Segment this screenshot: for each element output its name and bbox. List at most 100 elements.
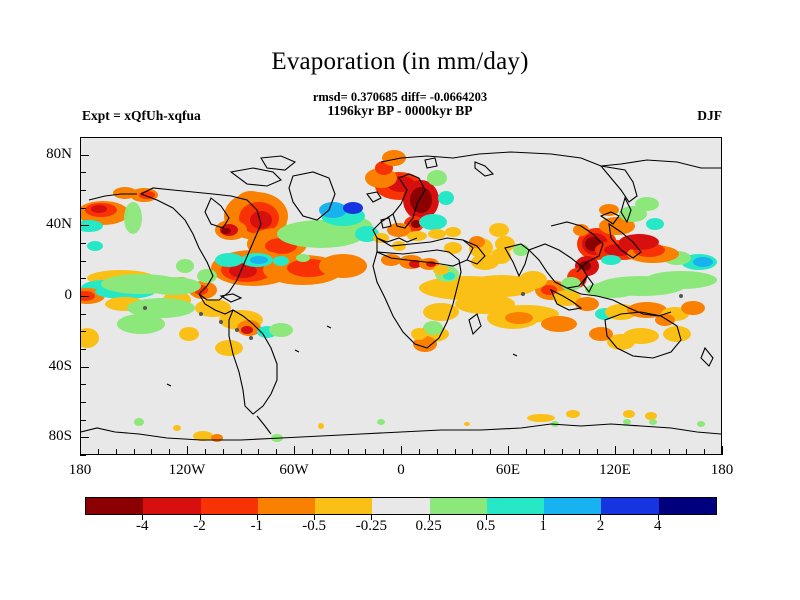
x-tick bbox=[633, 449, 634, 455]
y-tick-label: 80N bbox=[46, 145, 72, 162]
colorbar-band bbox=[429, 498, 487, 514]
colorbar-band bbox=[372, 498, 430, 514]
x-tick bbox=[722, 446, 723, 455]
x-tick bbox=[294, 446, 295, 455]
colorbar bbox=[85, 497, 717, 515]
x-tick-label: 60W bbox=[279, 462, 309, 478]
x-tick-label: 0 bbox=[397, 462, 405, 478]
y-tick bbox=[80, 455, 86, 456]
x-tick bbox=[241, 449, 242, 455]
y-tick bbox=[80, 155, 89, 156]
x-tick bbox=[258, 449, 259, 455]
colorbar-tick bbox=[314, 515, 316, 520]
colorbar-band bbox=[200, 498, 258, 514]
colorbar-tick bbox=[142, 515, 144, 520]
x-tick bbox=[134, 449, 135, 455]
colorbar-tick bbox=[428, 515, 430, 520]
x-tick bbox=[526, 449, 527, 455]
colorbar-tick-label: -1 bbox=[250, 518, 264, 534]
y-tick bbox=[80, 243, 86, 244]
colorbar-band bbox=[257, 498, 316, 514]
x-tick bbox=[704, 449, 705, 455]
x-tick bbox=[455, 449, 456, 455]
colorbar-tick-label: 4 bbox=[653, 518, 662, 534]
y-tick bbox=[80, 296, 89, 297]
y-tick bbox=[80, 208, 86, 209]
colorbar-tick-label: 0.25 bbox=[415, 518, 442, 534]
colorbar-band bbox=[658, 498, 716, 514]
x-tick bbox=[562, 449, 563, 455]
colorbar-tick-label: 1 bbox=[539, 518, 547, 534]
y-tick bbox=[80, 225, 89, 226]
period-label: 1196kyr BP - 0000kyr BP bbox=[327, 103, 473, 118]
x-tick bbox=[223, 449, 224, 455]
colorbar-tick bbox=[600, 515, 602, 520]
y-tick-label: 40N bbox=[46, 216, 72, 233]
x-tick bbox=[544, 449, 545, 455]
colorbar-band bbox=[86, 498, 144, 514]
colorbar-tick-label: -0.5 bbox=[302, 518, 326, 534]
x-tick bbox=[330, 449, 331, 455]
colorbar-band bbox=[544, 498, 602, 514]
x-tick bbox=[651, 449, 652, 455]
x-tick-label: 180 bbox=[710, 462, 734, 478]
colorbar-tick bbox=[371, 515, 373, 520]
x-tick bbox=[98, 449, 99, 455]
colorbar-tick-label: 2 bbox=[596, 518, 605, 534]
x-tick bbox=[348, 449, 349, 455]
y-tick bbox=[80, 261, 86, 262]
x-tick-label: 120E bbox=[599, 462, 631, 478]
x-tick bbox=[490, 449, 491, 455]
x-tick-label: 60E bbox=[495, 462, 521, 478]
x-tick bbox=[151, 449, 152, 455]
y-tick bbox=[80, 367, 89, 368]
colorbar-tick-label: -0.25 bbox=[355, 518, 387, 534]
y-tick bbox=[80, 331, 86, 332]
x-tick bbox=[419, 449, 420, 455]
x-tick bbox=[669, 449, 670, 455]
x-tick-label: 120W bbox=[168, 462, 206, 478]
x-tick bbox=[169, 449, 170, 455]
x-tick bbox=[80, 446, 81, 455]
y-tick-label: 40S bbox=[48, 357, 72, 374]
y-tick bbox=[80, 437, 89, 438]
colorbar-band bbox=[486, 498, 545, 514]
x-tick bbox=[187, 446, 188, 455]
y-tick-label: 80S bbox=[48, 428, 72, 445]
map-plot-area bbox=[80, 137, 722, 455]
colorbar-band bbox=[601, 498, 659, 514]
colorbar-tick bbox=[657, 515, 659, 520]
y-tick bbox=[80, 314, 86, 315]
colorbar-tick-label: -2 bbox=[193, 518, 206, 534]
rmsd-diff-stats: rmsd= 0.370685 diff= -0.0664203 bbox=[312, 90, 488, 104]
x-tick bbox=[472, 449, 473, 455]
colorbar-tick-label: 0.5 bbox=[476, 518, 496, 534]
colorbar-tick bbox=[485, 515, 487, 520]
y-tick bbox=[80, 349, 86, 350]
x-tick bbox=[276, 449, 277, 455]
colorbar-tick bbox=[199, 515, 201, 520]
x-tick bbox=[365, 449, 366, 455]
world-anomaly-map bbox=[81, 138, 721, 454]
y-tick bbox=[80, 420, 86, 421]
x-tick bbox=[116, 449, 117, 455]
x-tick bbox=[686, 449, 687, 455]
y-tick bbox=[80, 137, 86, 138]
x-tick-label: 180 bbox=[68, 462, 92, 478]
colorbar-labels: -4 -2 -1 -0.5 -0.25 0.25 0.5 1 2 4 bbox=[85, 518, 717, 540]
x-tick bbox=[437, 449, 438, 455]
x-tick bbox=[597, 449, 598, 455]
x-tick bbox=[508, 446, 509, 455]
season-label: DJF bbox=[697, 108, 722, 123]
colorbar-tick bbox=[543, 515, 545, 520]
y-tick bbox=[80, 190, 86, 191]
experiment-label: Expt = xQfUh-xqfua bbox=[82, 108, 201, 123]
y-tick bbox=[80, 384, 86, 385]
colorbar-ticks bbox=[85, 515, 717, 527]
x-tick bbox=[312, 449, 313, 455]
x-tick bbox=[383, 449, 384, 455]
y-tick bbox=[80, 278, 86, 279]
page-title: Evaporation (in mm/day) bbox=[271, 48, 529, 75]
anomaly-field bbox=[81, 150, 717, 442]
